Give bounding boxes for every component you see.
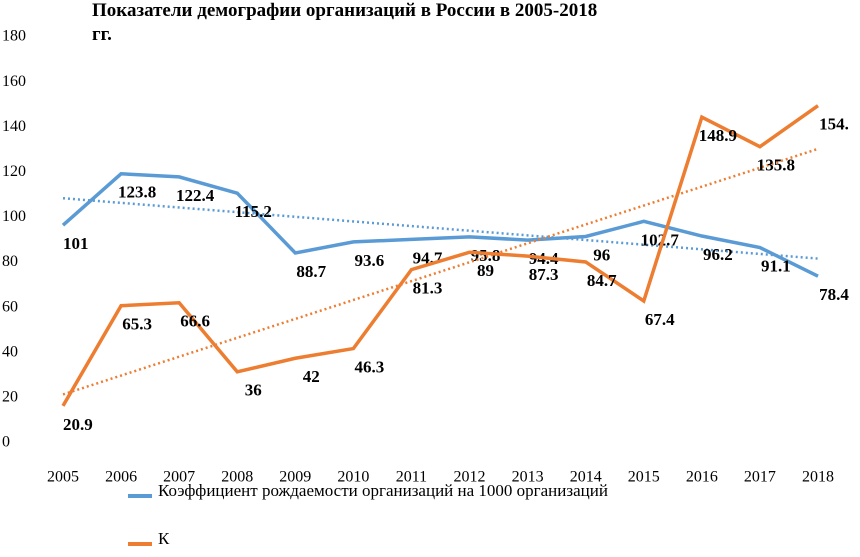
data-label: 84.7 bbox=[587, 271, 617, 290]
y-tick-label: 100 bbox=[2, 208, 26, 225]
x-tick-label: 2016 bbox=[686, 469, 718, 486]
x-tick-label: 2015 bbox=[628, 469, 660, 486]
x-tick-label: 2007 bbox=[163, 469, 195, 486]
data-label: 115.2 bbox=[235, 202, 272, 221]
data-label: 36 bbox=[245, 381, 262, 400]
y-tick-label: 120 bbox=[2, 163, 26, 180]
legend-label: Коэффициент рождаемости организаций на 1… bbox=[158, 481, 608, 500]
x-tick-label: 2009 bbox=[279, 469, 311, 486]
data-label: 46.3 bbox=[355, 357, 385, 376]
data-label: 93.6 bbox=[355, 251, 385, 270]
data-label: 135.8 bbox=[757, 156, 795, 175]
y-tick-label: 0 bbox=[2, 434, 10, 451]
trendline bbox=[62, 147, 819, 396]
data-label: 91.1 bbox=[761, 256, 791, 275]
x-tick-label: 2011 bbox=[396, 469, 427, 486]
x-tick-label: 2013 bbox=[512, 469, 544, 486]
chart-title: Показатели демографии организаций в Росс… bbox=[92, 0, 597, 45]
series-line bbox=[61, 104, 820, 407]
x-tick-label: 2012 bbox=[454, 469, 486, 486]
x-tick-label: 2008 bbox=[221, 469, 253, 486]
x-tick-label: 2018 bbox=[802, 469, 834, 486]
data-label: 89 bbox=[477, 261, 494, 280]
data-label: 101 bbox=[63, 234, 89, 253]
data-label: 81.3 bbox=[413, 279, 443, 298]
data-label: 67.4 bbox=[645, 310, 675, 329]
series-line bbox=[61, 171, 819, 278]
data-label: 148.9 bbox=[699, 126, 737, 145]
x-tick-label: 2010 bbox=[337, 469, 369, 486]
x-tick-label: 2006 bbox=[105, 469, 137, 486]
x-tick-label: 2005 bbox=[47, 469, 79, 486]
data-label: 88.7 bbox=[296, 262, 326, 281]
legend-label: К bbox=[158, 529, 170, 548]
y-tick-label: 60 bbox=[2, 298, 18, 315]
trendline bbox=[62, 196, 819, 260]
y-tick-label: 160 bbox=[2, 73, 26, 90]
x-tick-label: 2017 bbox=[744, 469, 776, 486]
data-label: 96 bbox=[593, 245, 610, 264]
y-tick-label: 80 bbox=[2, 253, 18, 270]
y-tick-label: 180 bbox=[2, 28, 26, 45]
x-tick-label: 2014 bbox=[570, 469, 602, 486]
y-tick-label: 20 bbox=[2, 389, 18, 406]
data-label: 102.7 bbox=[641, 230, 680, 249]
data-label: 87.3 bbox=[529, 265, 559, 284]
data-label: 65.3 bbox=[122, 315, 152, 334]
data-label: 122.4 bbox=[176, 186, 215, 205]
data-label: 20.9 bbox=[63, 415, 93, 434]
data-label: 78.4 bbox=[819, 285, 849, 304]
data-label: 42 bbox=[303, 367, 320, 386]
data-label: 154. bbox=[819, 115, 849, 134]
y-tick-label: 140 bbox=[2, 118, 26, 135]
data-label: 123.8 bbox=[118, 183, 156, 202]
data-label: 66.6 bbox=[180, 312, 210, 331]
y-tick-label: 40 bbox=[2, 343, 18, 360]
data-label: 96.2 bbox=[703, 245, 733, 264]
